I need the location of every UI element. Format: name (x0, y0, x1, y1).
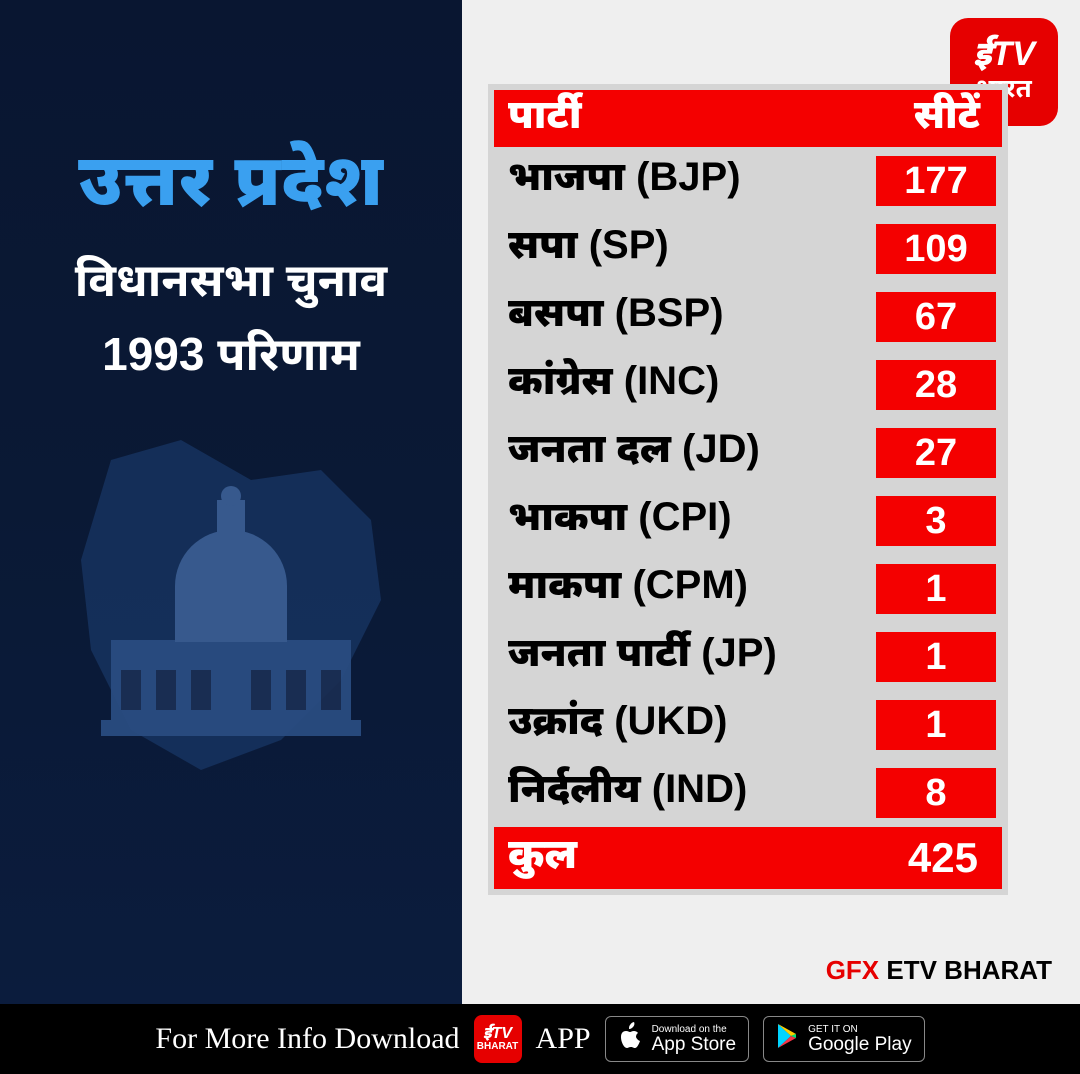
party-name: उक्रांद (UKD) (508, 699, 876, 751)
party-name: बसपा (BSP) (508, 291, 876, 343)
play-small: GET IT ON (808, 1025, 912, 1035)
seat-count: 1 (876, 700, 996, 750)
party-name: भाकपा (CPI) (508, 495, 876, 547)
table-row: माकपा (CPM)1 (494, 555, 1002, 623)
state-map-building-graphic (41, 420, 421, 800)
table-rows-container: भाजपा (BJP)177सपा (SP)109बसपा (BSP)67कां… (494, 147, 1002, 827)
credit-gfx: GFX (826, 955, 879, 985)
state-title: उत्तर प्रदेश (0, 140, 462, 235)
subtitle-line2: 1993 परिणाम (0, 327, 462, 389)
right-panel: ईTV भारत पार्टी सीटें भाजपा (BJP)177सपा … (462, 0, 1080, 1004)
table-header-row: पार्टी सीटें (494, 90, 1002, 147)
header-seats: सीटें (868, 93, 988, 145)
table-row: जनता दल (JD)27 (494, 419, 1002, 487)
google-play-badge[interactable]: GET IT ON Google Play (763, 1016, 925, 1062)
party-name: जनता पार्टी (JP) (508, 631, 876, 683)
left-panel: उत्तर प्रदेश विधानसभा चुनाव 1993 परिणाम (0, 0, 462, 1004)
table-row: भाजपा (BJP)177 (494, 147, 1002, 215)
seat-count: 1 (876, 564, 996, 614)
play-big: Google Play (808, 1035, 912, 1054)
seat-count: 177 (876, 156, 996, 206)
table-row: सपा (SP)109 (494, 215, 1002, 283)
play-text: GET IT ON Google Play (808, 1025, 912, 1054)
header-party: पार्टी (508, 93, 868, 145)
table-row: जनता पार्टी (JP)1 (494, 623, 1002, 691)
party-name: कांग्रेस (INC) (508, 359, 876, 411)
total-label: कुल (508, 830, 848, 886)
seat-count: 3 (876, 496, 996, 546)
appstore-text: Download on the App Store (652, 1025, 737, 1054)
logo-top-text: ईTV (973, 37, 1035, 71)
table-row: निर्दलीय (IND)8 (494, 759, 1002, 827)
seat-count: 28 (876, 360, 996, 410)
app-store-badge[interactable]: Download on the App Store (605, 1016, 750, 1062)
results-table: पार्टी सीटें भाजपा (BJP)177सपा (SP)109बस… (488, 84, 1008, 895)
party-name: भाजपा (BJP) (508, 155, 876, 207)
seat-count: 67 (876, 292, 996, 342)
party-name: सपा (SP) (508, 223, 876, 275)
table-row: उक्रांद (UKD)1 (494, 691, 1002, 759)
party-name: जनता दल (JD) (508, 427, 876, 479)
footer-bar: For More Info Download ईTV BHARAT APP Do… (0, 1004, 1080, 1074)
appstore-big: App Store (652, 1035, 737, 1054)
subtitle-line1: विधानसभा चुनाव (0, 253, 462, 315)
table-row: बसपा (BSP)67 (494, 283, 1002, 351)
seat-count: 1 (876, 632, 996, 682)
main-container: उत्तर प्रदेश विधानसभा चुनाव 1993 परिणाम (0, 0, 1080, 1004)
footer-app-text: APP (536, 1022, 591, 1056)
footer-etv-logo: ईTV BHARAT (474, 1015, 522, 1063)
table-row: कांग्रेस (INC)28 (494, 351, 1002, 419)
footer-download-text: For More Info Download (155, 1022, 459, 1056)
table-row: भाकपा (CPI)3 (494, 487, 1002, 555)
credit-brand: ETV BHARAT (886, 955, 1052, 985)
apple-icon (618, 1021, 644, 1058)
seat-count: 8 (876, 768, 996, 818)
play-icon (776, 1023, 800, 1056)
total-value: 425 (848, 834, 988, 882)
gfx-credit: GFX ETV BHARAT (826, 955, 1052, 986)
seat-count: 109 (876, 224, 996, 274)
appstore-small: Download on the (652, 1025, 737, 1035)
party-name: निर्दलीय (IND) (508, 767, 876, 819)
table-total-row: कुल 425 (494, 827, 1002, 889)
seat-count: 27 (876, 428, 996, 478)
party-name: माकपा (CPM) (508, 563, 876, 615)
